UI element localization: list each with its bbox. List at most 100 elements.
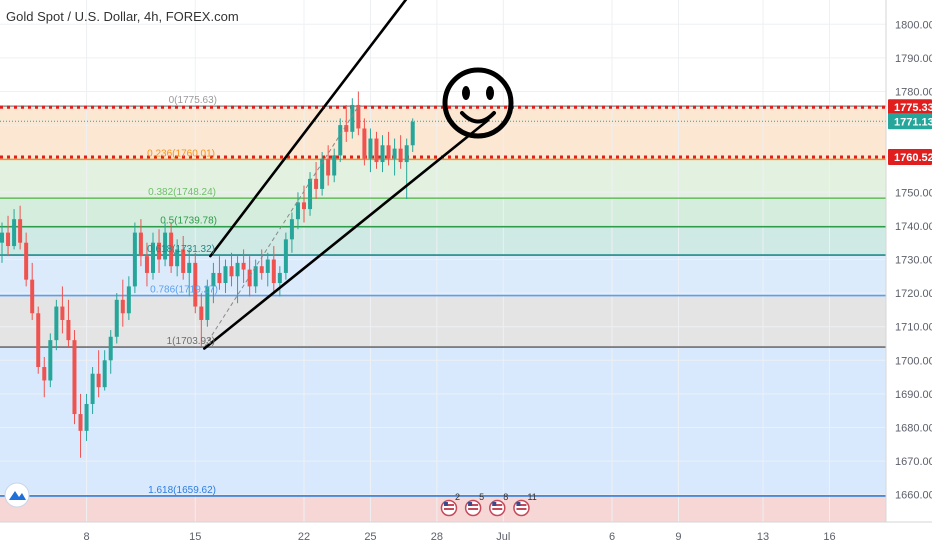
candle-body <box>169 232 174 267</box>
price-axis-label: 1750.00 <box>895 187 932 199</box>
candle-body <box>120 299 125 314</box>
candle-body <box>392 148 397 159</box>
tradingview-logo-button[interactable] <box>4 482 30 508</box>
candle-body <box>0 232 4 243</box>
time-axis-label: 25 <box>364 531 376 543</box>
candle-body <box>144 256 149 273</box>
fib-zone <box>0 295 886 348</box>
price-tag-bg <box>888 99 932 116</box>
candle-body <box>193 262 198 307</box>
candle-body <box>138 232 143 257</box>
economic-event-flag[interactable]: 5 <box>464 492 485 517</box>
price-axis-label: 1670.00 <box>895 456 932 468</box>
candle-body <box>253 266 258 287</box>
price-axis-label: 1720.00 <box>895 288 932 300</box>
candle-body <box>6 232 11 247</box>
candle-body <box>72 340 77 415</box>
price-tag[interactable]: 1775.33 <box>888 99 932 116</box>
us-flag-canton <box>492 502 497 506</box>
candle-body <box>308 178 313 210</box>
candle-body <box>126 286 131 314</box>
economic-event-flag[interactable]: 11 <box>513 492 537 517</box>
price-tag-label: 1760.52 <box>894 152 932 164</box>
price-axis-label: 1790.00 <box>895 53 932 65</box>
price-axis[interactable] <box>886 0 932 522</box>
logo-icon <box>9 491 26 500</box>
symbol-title: Gold Spot / U.S. Dollar, 4h, FOREX.com <box>6 9 239 24</box>
candle-body <box>42 367 47 381</box>
trendline[interactable] <box>203 118 490 350</box>
economic-events: 2 5 8 11 <box>440 492 537 517</box>
fib-level-label: 0.382(1748.24) <box>148 187 216 198</box>
price-tag[interactable]: 1760.52 <box>888 148 932 165</box>
us-flag-stripe <box>492 504 503 506</box>
time-axis-label: 16 <box>823 531 835 543</box>
event-count-badge: 11 <box>527 492 536 502</box>
candle-body <box>108 336 113 361</box>
candle-body <box>368 138 373 159</box>
us-flag-stripe <box>443 504 454 506</box>
candle-body <box>84 403 89 431</box>
fibonacci-zones <box>0 106 886 522</box>
candle-body <box>90 373 95 404</box>
candle-body <box>66 319 71 341</box>
price-tag-bg <box>888 148 932 165</box>
candle-body <box>205 286 210 320</box>
candle-body <box>187 262 192 273</box>
price-tag-label: 1771.13 <box>894 116 932 128</box>
candle-body <box>175 249 180 267</box>
time-axis-label: 9 <box>675 531 681 543</box>
candle-body <box>350 104 355 132</box>
time-axis[interactable] <box>0 522 932 550</box>
candle-body <box>102 360 107 388</box>
price-axis-label: 1740.00 <box>895 221 932 233</box>
time-axis-labels: 8 15 22 25 28 Jul 6 9 13 16 <box>83 531 835 543</box>
us-flag-stripe <box>443 508 454 510</box>
candle-body <box>314 178 319 189</box>
economic-event-flag[interactable]: 2 <box>440 492 460 517</box>
time-axis-label: Jul <box>496 531 510 543</box>
candle-body <box>24 242 29 280</box>
time-axis-label: 6 <box>609 531 615 543</box>
candle-body <box>241 262 246 270</box>
event-count-badge: 5 <box>479 492 484 502</box>
candle-body <box>217 272 222 284</box>
candle-body <box>30 279 35 314</box>
us-flag-canton <box>468 502 473 506</box>
candle-body <box>132 232 137 287</box>
fib-anchor-line[interactable] <box>203 105 359 348</box>
candle-body <box>404 145 409 163</box>
candle-body <box>163 232 168 260</box>
candle-body <box>374 138 379 163</box>
price-axis-label: 1700.00 <box>895 355 932 367</box>
fib-level-label: 0.618(1731.32) <box>147 244 215 255</box>
price-axis-label: 1680.00 <box>895 423 932 435</box>
price-tag-bg <box>888 113 932 130</box>
candle-body <box>229 266 234 277</box>
candle-body <box>344 125 349 132</box>
candle-body <box>54 306 59 341</box>
time-axis-label: 22 <box>298 531 310 543</box>
us-flag-canton <box>443 502 448 506</box>
candle-body <box>410 121 415 146</box>
price-tag[interactable]: 1771.13 <box>888 113 932 130</box>
price-axis-label: 1690.00 <box>895 389 932 401</box>
fib-level-label: 0.5(1739.78) <box>160 216 217 227</box>
fib-zone <box>0 106 886 160</box>
fib-zone <box>0 347 886 496</box>
us-flag-canton <box>516 502 521 506</box>
candle-body <box>36 313 41 368</box>
trendline[interactable] <box>209 0 412 258</box>
price-axis-label: 1730.00 <box>895 255 932 267</box>
fib-zone <box>0 226 886 256</box>
candle-body <box>114 299 119 337</box>
us-flag-stripe <box>468 504 479 506</box>
event-count-badge: 2 <box>455 492 460 502</box>
candle-body <box>362 128 367 159</box>
economic-event-flag[interactable]: 8 <box>489 492 509 517</box>
fib-level-label: 1(1703.93) <box>167 336 215 347</box>
candle-body <box>380 145 385 163</box>
candle-body <box>356 104 361 129</box>
candle-body <box>289 219 294 240</box>
